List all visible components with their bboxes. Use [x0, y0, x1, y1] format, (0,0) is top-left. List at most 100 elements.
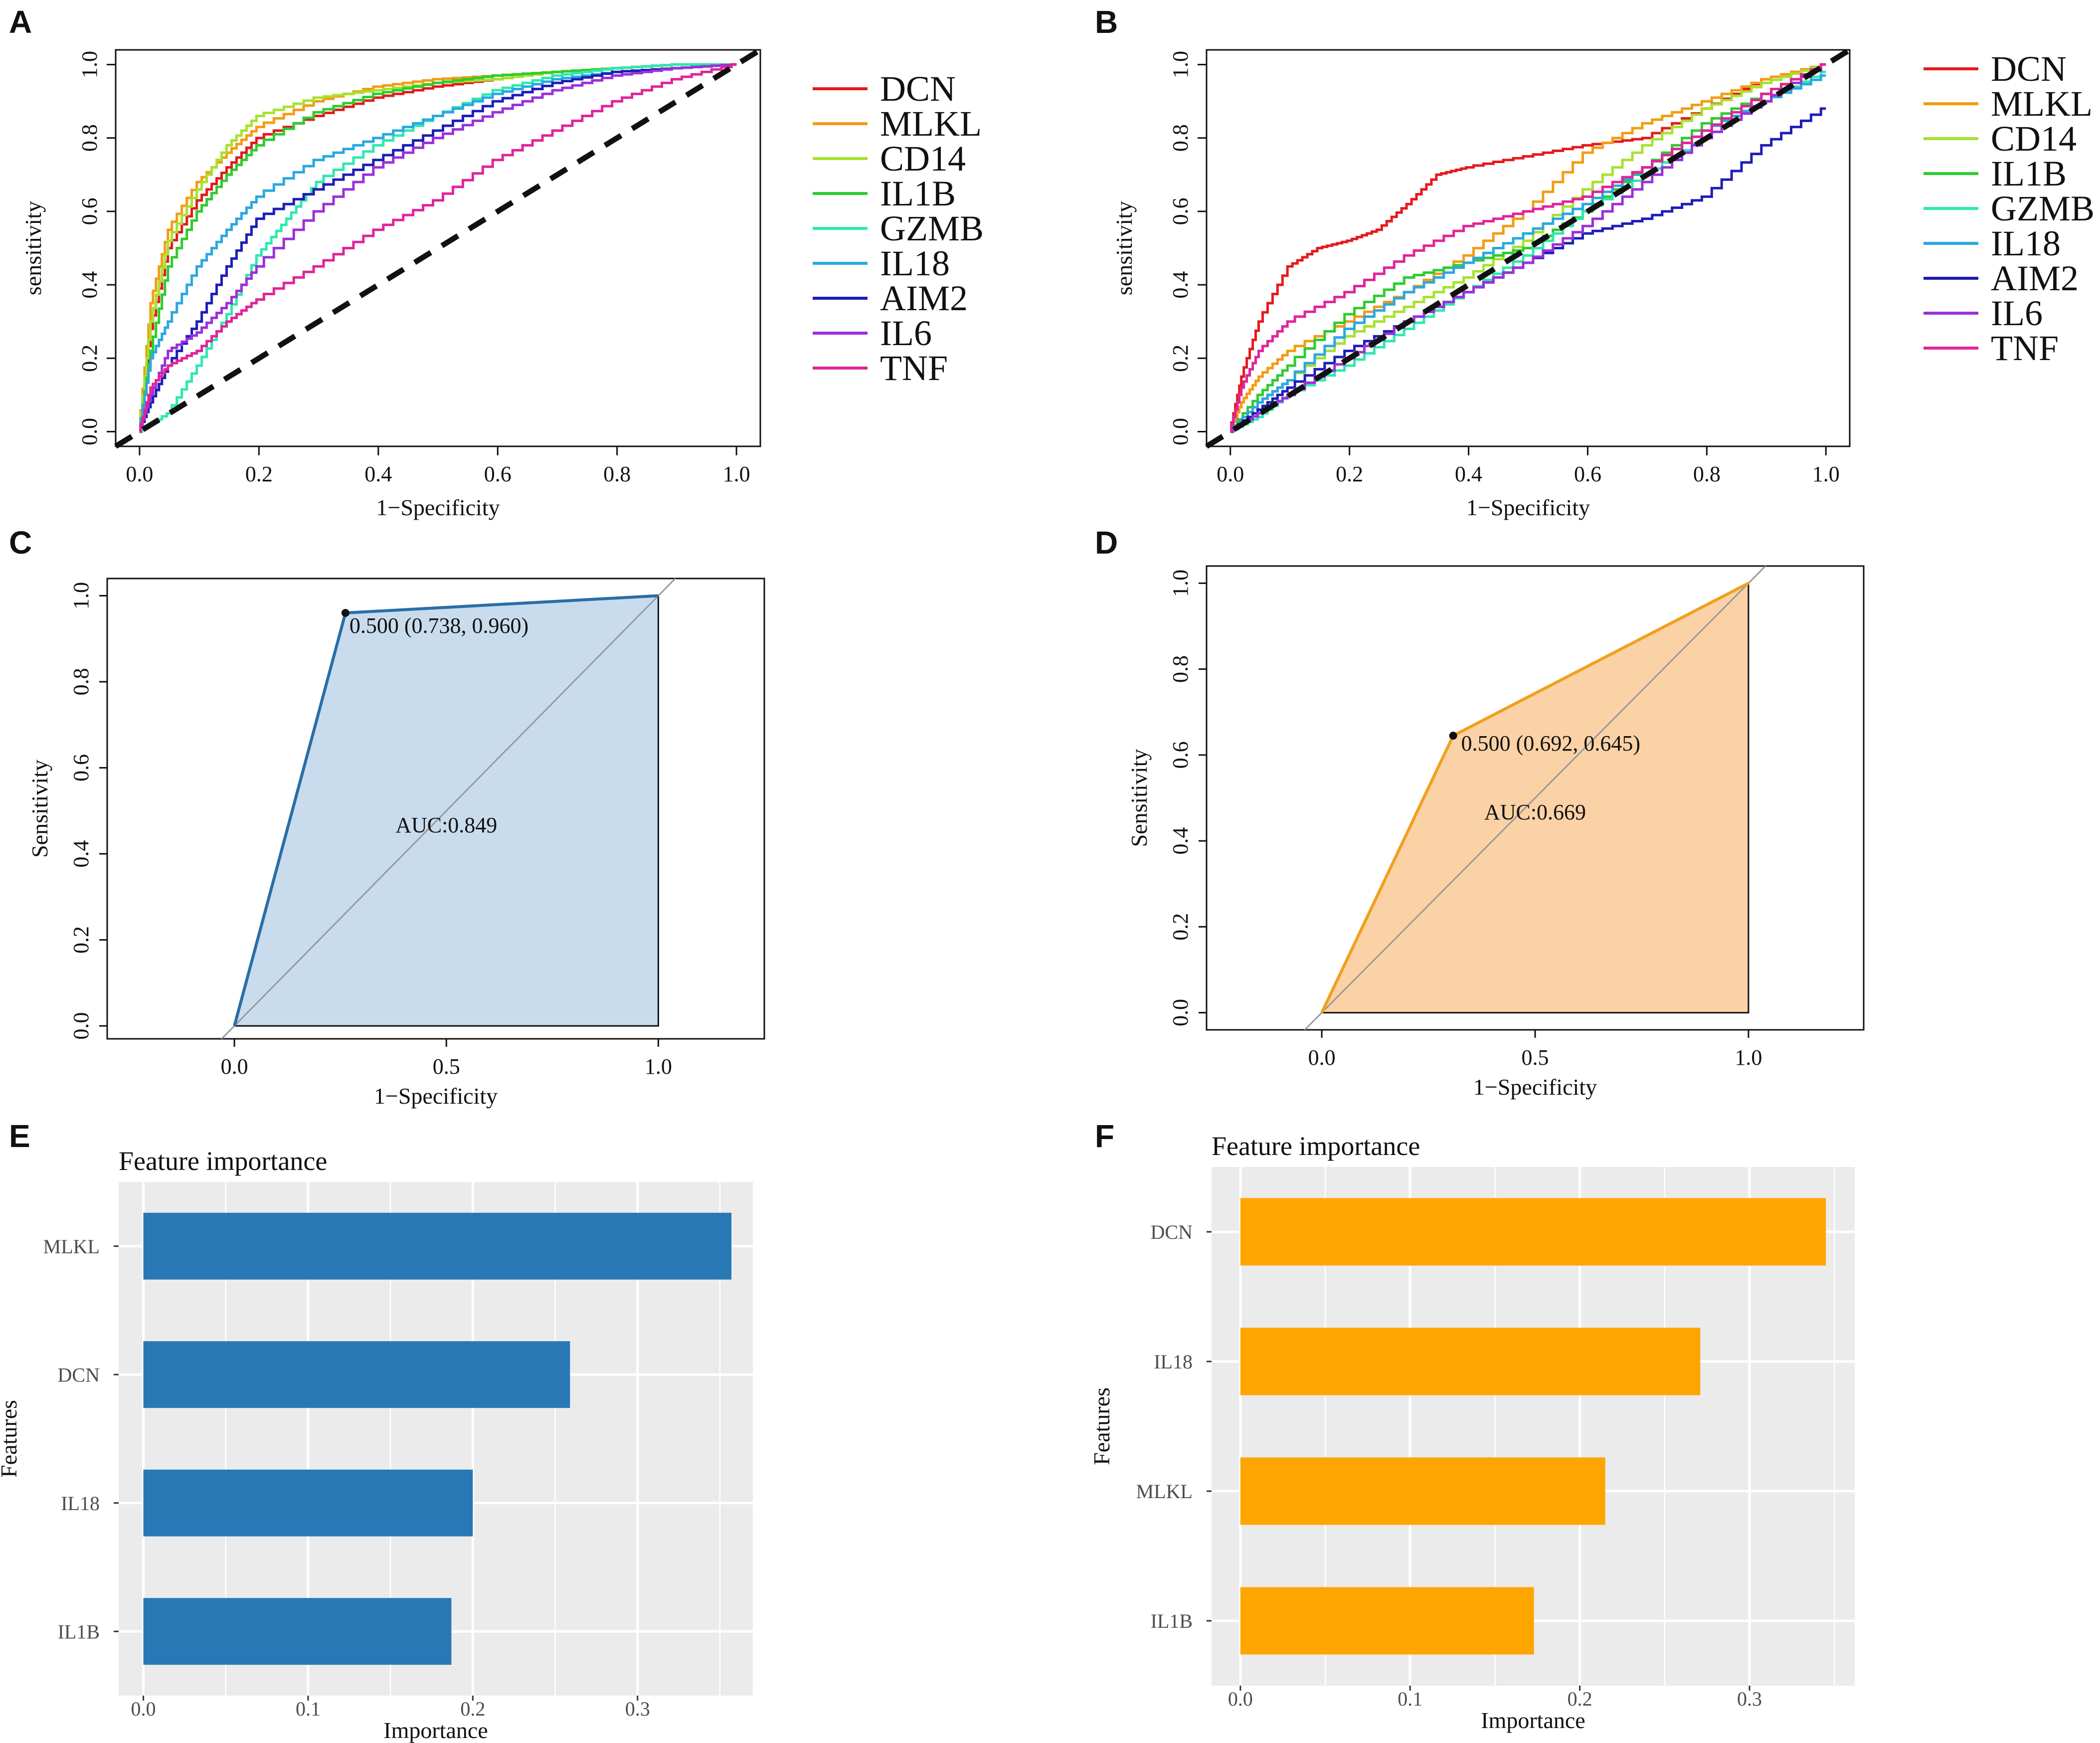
- reference-diagonal: [1304, 565, 1766, 1031]
- y-tick-label: 0.6: [77, 197, 102, 225]
- x-axis-label: Importance: [383, 1718, 488, 1743]
- legend-label-IL6: IL6: [880, 313, 932, 353]
- x-tick-label: 0.3: [1737, 1688, 1762, 1710]
- bar-DCN: [1240, 1198, 1826, 1266]
- x-tick-label: 0.6: [484, 462, 512, 486]
- x-axis-label: 1−Specificity: [374, 1083, 498, 1109]
- roc-line-AIM2: [139, 63, 737, 433]
- x-tick-label: 0.2: [245, 462, 273, 486]
- panel-letter-F: F: [1095, 1118, 1114, 1154]
- y-axis-label: Features: [1089, 1387, 1114, 1465]
- x-tick-label: 0.8: [1693, 462, 1721, 486]
- chart-title: Feature importance: [1212, 1131, 1420, 1161]
- y-tick-label: 0.4: [77, 271, 102, 299]
- reference-diagonal: [221, 578, 676, 1040]
- x-tick-label: 0.0: [126, 462, 153, 486]
- panel-E: MLKL DCN IL18 IL1B 0.0 0.1 0.2 0.3 Importance Fea…: [0, 1146, 753, 1743]
- plot-frame: [115, 49, 761, 447]
- legend-label-TNF: TNF: [1991, 328, 2059, 368]
- legend-label-AIM2: AIM2: [1991, 258, 2079, 298]
- auc-label: AUC:0.669: [1484, 800, 1586, 824]
- y-tick-label: 0.8: [1168, 655, 1193, 683]
- x-tick-label: 1.0: [645, 1054, 672, 1079]
- y-tick-label: 0.0: [77, 418, 102, 445]
- panel-letter-B: B: [1095, 4, 1118, 40]
- x-tick-label: 0.5: [1522, 1045, 1549, 1070]
- x-tick-label: 0.0: [1308, 1045, 1336, 1070]
- y-tick-label: 1.0: [1168, 570, 1193, 597]
- x-tick-label: 0.2: [1568, 1688, 1592, 1710]
- legend-label-DCN: DCN: [880, 69, 956, 109]
- y-tick-label-IL18: IL18: [1154, 1351, 1193, 1373]
- roc-line-TNF: [139, 63, 737, 433]
- x-axis-label: 1−Specificity: [1473, 1074, 1597, 1100]
- bar-IL1B: [143, 1598, 452, 1665]
- legend-label-IL18: IL18: [1991, 223, 2061, 263]
- y-tick-label: 0.0: [1168, 418, 1193, 445]
- y-tick-label: 0.6: [1168, 197, 1193, 225]
- x-tick-label: 0.1: [1398, 1688, 1422, 1710]
- y-axis-label: sensitivity: [20, 201, 46, 295]
- y-tick-label-IL18: IL18: [61, 1492, 100, 1515]
- panel-letter-C: C: [9, 525, 32, 561]
- legend-label-IL1B: IL1B: [1991, 154, 2067, 194]
- y-tick-label-IL1B: IL1B: [1151, 1610, 1193, 1632]
- legend-label-IL6: IL6: [1991, 293, 2043, 333]
- legend-label-CD14: CD14: [1991, 119, 2077, 159]
- auc-label: AUC:0.849: [395, 813, 497, 837]
- y-tick-label: 0.8: [69, 668, 93, 696]
- bar-MLKL: [1240, 1457, 1605, 1525]
- y-tick-label: 0.4: [1168, 271, 1193, 299]
- x-tick-label: 1.0: [723, 462, 750, 486]
- y-tick-label: 0.2: [1168, 913, 1193, 941]
- bar-IL18: [1240, 1328, 1701, 1395]
- y-tick-label: 1.0: [69, 582, 93, 609]
- x-axis-label: Importance: [1481, 1708, 1585, 1733]
- roc-line-IL6: [139, 63, 737, 433]
- y-tick-label: 0.6: [1168, 741, 1193, 769]
- bar-IL18: [143, 1469, 473, 1537]
- y-tick-label-DCN: DCN: [58, 1363, 100, 1386]
- y-tick-label-MLKL: MLKL: [1136, 1480, 1193, 1503]
- plot-frame: [1206, 49, 1851, 447]
- x-tick-label: 0.2: [460, 1698, 485, 1720]
- roc-line-GZMB: [139, 63, 737, 433]
- legend-label-TNF: TNF: [880, 348, 948, 388]
- y-axis-label: Features: [0, 1400, 21, 1478]
- y-tick-label: 0.2: [77, 345, 102, 372]
- legend-label-AIM2: AIM2: [880, 278, 968, 318]
- y-axis-label: Sensitivity: [1126, 749, 1152, 847]
- y-axis-label: Sensitivity: [27, 760, 52, 858]
- x-tick-label: 0.0: [221, 1054, 248, 1079]
- y-tick-label: 0.0: [69, 1012, 93, 1040]
- x-tick-label: 0.0: [1228, 1688, 1253, 1710]
- y-tick-label: 0.2: [69, 926, 93, 954]
- roc-line-IL1B: [1230, 63, 1826, 433]
- x-tick-label: 0.4: [1455, 462, 1482, 486]
- y-tick-label: 0.8: [77, 124, 102, 152]
- x-tick-label: 0.8: [603, 462, 631, 486]
- x-tick-label: 0.3: [625, 1698, 650, 1720]
- cutoff-label: 0.500 (0.692, 0.645): [1461, 731, 1640, 756]
- legend-label-CD14: CD14: [880, 139, 966, 179]
- cutoff-point: [1449, 732, 1457, 740]
- x-tick-label: 1.0: [1735, 1045, 1762, 1070]
- x-axis-label: 1−Specificity: [1466, 495, 1590, 520]
- legend-label-MLKL: MLKL: [880, 104, 982, 144]
- panel-D: 0.500 (0.692, 0.645) AUC:0.669 0.0 0.5 1.0 0.…: [1126, 565, 1865, 1100]
- panel-letter-E: E: [9, 1118, 30, 1154]
- y-tick-label: 1.0: [1168, 51, 1193, 78]
- legend-label-DCN: DCN: [1991, 49, 2067, 89]
- x-tick-label: 0.0: [131, 1698, 156, 1720]
- legend-label-IL1B: IL1B: [880, 174, 956, 213]
- y-tick-label-DCN: DCN: [1151, 1221, 1193, 1243]
- plot-frame: [106, 578, 765, 1040]
- x-tick-label: 0.1: [296, 1698, 321, 1720]
- panel-A: 0.0 0.2 0.4 0.6 0.8 1.0 0.0 0.2 0.4 0.6 0.8 1.0 1−Sp…: [20, 47, 984, 520]
- panel-B: 0.0 0.2 0.4 0.6 0.8 1.0 0.0 0.2 0.4 0.6 0.8 1.0 1−Sp…: [1111, 47, 2095, 520]
- legend-label-GZMB: GZMB: [1991, 189, 2095, 228]
- roc-line-DCN: [1230, 63, 1826, 433]
- cutoff-point: [341, 609, 350, 617]
- y-tick-label: 1.0: [77, 51, 102, 78]
